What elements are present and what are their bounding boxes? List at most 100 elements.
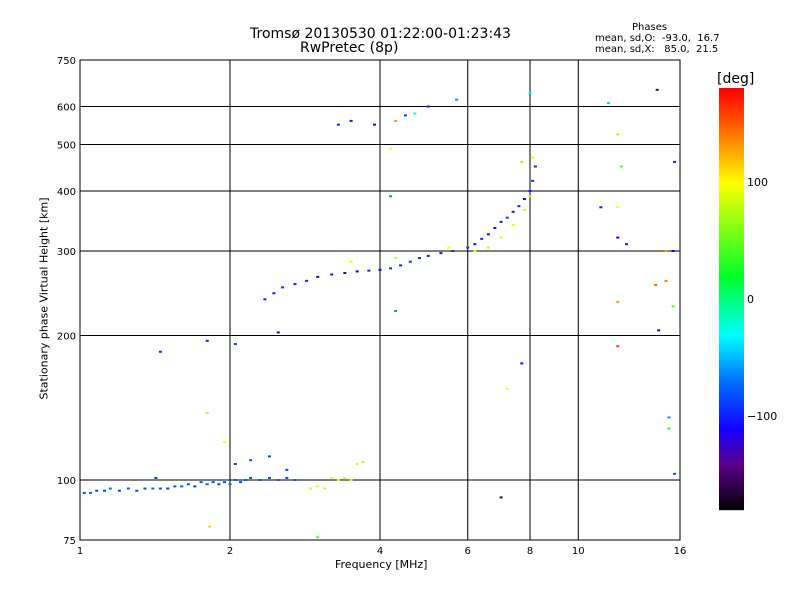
colorbar-segment: [719, 408, 744, 411]
data-point: [531, 156, 535, 159]
data-point: [95, 489, 99, 492]
colorbar-segment: [719, 370, 744, 373]
data-point: [389, 267, 393, 270]
colorbar-segment: [719, 230, 744, 233]
colorbar-segment: [719, 504, 744, 507]
colorbar-segment: [719, 472, 744, 475]
data-point: [616, 206, 620, 209]
colorbar-segment: [719, 444, 744, 447]
x-tick-label: 1: [77, 546, 83, 557]
colorbar-segment: [719, 376, 744, 379]
colorbar-segment: [719, 254, 744, 257]
data-point: [293, 479, 297, 482]
colorbar-segment: [719, 92, 744, 95]
data-point: [389, 147, 393, 150]
colorbar-segment: [719, 144, 744, 147]
colorbar-segment: [719, 474, 744, 477]
data-point: [330, 273, 334, 276]
data-point: [373, 123, 377, 126]
data-point: [135, 489, 139, 492]
data-point: [336, 479, 340, 482]
data-point: [528, 190, 532, 193]
colorbar-segment: [719, 322, 744, 325]
colorbar-segment: [719, 198, 744, 201]
colorbar-segment: [719, 462, 744, 465]
colorbar-segment: [719, 258, 744, 261]
colorbar-segment: [719, 458, 744, 461]
colorbar-segment: [719, 386, 744, 389]
data-point: [447, 246, 451, 249]
data-point: [473, 243, 477, 246]
data-point: [408, 260, 412, 263]
colorbar-segment: [719, 186, 744, 189]
data-point: [154, 476, 158, 479]
colorbar-segment: [719, 98, 744, 101]
data-point: [426, 254, 430, 257]
colorbar-segment: [719, 470, 744, 473]
data-point: [349, 119, 353, 122]
data-point: [439, 252, 443, 255]
data-point: [520, 160, 524, 163]
colorbar-segment: [719, 264, 744, 267]
colorbar-segment: [719, 498, 744, 501]
colorbar-segment: [719, 350, 744, 353]
data-point: [205, 411, 209, 414]
data-point: [528, 92, 532, 95]
data-point: [316, 275, 320, 278]
data-point: [520, 362, 524, 365]
colorbar-segment: [719, 454, 744, 457]
colorbar-segment: [719, 310, 744, 313]
colorbar-segment: [719, 120, 744, 123]
colorbar-segment: [719, 150, 744, 153]
chart-subtitle: RwPretec (8p): [300, 40, 399, 56]
colorbar-segment: [719, 216, 744, 219]
data-point: [223, 441, 227, 444]
data-point: [117, 489, 121, 492]
colorbar-segment: [719, 220, 744, 223]
data-point: [158, 350, 162, 353]
x-tick-label: 8: [527, 546, 533, 557]
data-point: [343, 271, 347, 274]
colorbar-segment: [719, 340, 744, 343]
data-point: [528, 195, 532, 198]
colorbar-segment: [719, 290, 744, 293]
colorbar-segment: [719, 368, 744, 371]
x-tick-label: 16: [674, 546, 687, 557]
colorbar-tick-label: −100: [747, 410, 777, 423]
data-point: [499, 220, 503, 223]
colorbar-segment: [719, 414, 744, 417]
data-point: [355, 270, 359, 273]
colorbar-segment: [719, 346, 744, 349]
colorbar-segment: [719, 374, 744, 377]
colorbar-segment: [719, 492, 744, 495]
colorbar-segment: [719, 384, 744, 387]
colorbar-segment: [719, 420, 744, 423]
data-point: [355, 462, 359, 465]
colorbar-segment: [719, 226, 744, 229]
y-tick-label: 400: [57, 187, 76, 198]
data-point: [394, 119, 398, 122]
data-point: [511, 223, 515, 226]
colorbar-segment: [719, 266, 744, 269]
colorbar-segment: [719, 434, 744, 437]
colorbar-segment: [719, 238, 744, 241]
data-point: [657, 329, 661, 332]
data-point: [667, 416, 671, 419]
data-point: [233, 343, 237, 346]
colorbar-segment: [719, 110, 744, 113]
colorbar-segment: [719, 152, 744, 155]
data-point: [166, 487, 170, 490]
data-point: [523, 209, 527, 212]
data-point: [499, 236, 503, 239]
colorbar-segment: [719, 184, 744, 187]
colorbar-segment: [719, 302, 744, 305]
colorbar-segment: [719, 496, 744, 499]
data-point: [267, 455, 271, 458]
colorbar-segment: [719, 398, 744, 401]
data-point: [239, 481, 243, 484]
y-tick-label: 75: [63, 536, 76, 547]
data-point: [158, 487, 162, 490]
colorbar-segment: [719, 90, 744, 93]
colorbar-segment: [719, 404, 744, 407]
